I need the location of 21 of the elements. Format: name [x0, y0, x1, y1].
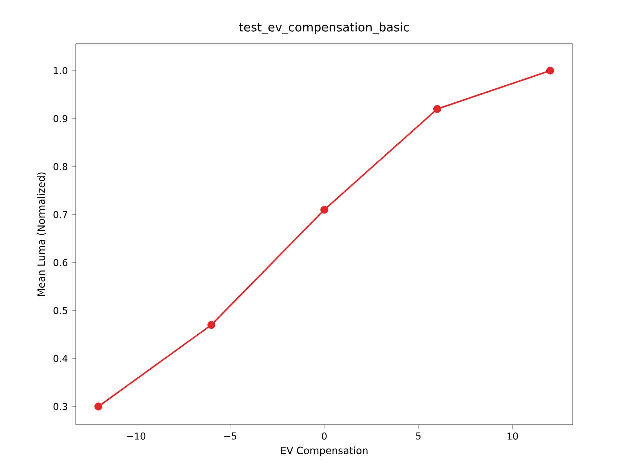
point	[320, 206, 328, 214]
y-tick-label: 0.5	[54, 307, 68, 314]
chart-title: test_ev_compensation_basic	[239, 22, 410, 34]
y-tick-label: 0.6	[54, 259, 68, 266]
x-tick-label: −10	[127, 432, 146, 440]
y-tick-label: 0.7	[54, 211, 68, 218]
y-tick-label: 0.8	[54, 163, 68, 170]
x-axis-title: EV Compensation	[281, 446, 368, 456]
y-tick-label: 0.4	[54, 355, 68, 362]
x-tick-label: −5	[224, 432, 237, 440]
x-tick-label: 5	[416, 432, 421, 440]
y-tick-label: 0.9	[54, 115, 68, 122]
x-tick-label: 0	[322, 432, 327, 440]
y-tick-label: 0.3	[54, 403, 68, 410]
y-axis-title: Mean Luma (Normalized)	[37, 172, 46, 296]
x-tick-label: 10	[508, 432, 518, 440]
point	[208, 321, 216, 330]
point	[434, 105, 442, 114]
y-tick-label: 1.0	[54, 67, 68, 74]
point	[546, 66, 554, 75]
point	[94, 402, 103, 411]
